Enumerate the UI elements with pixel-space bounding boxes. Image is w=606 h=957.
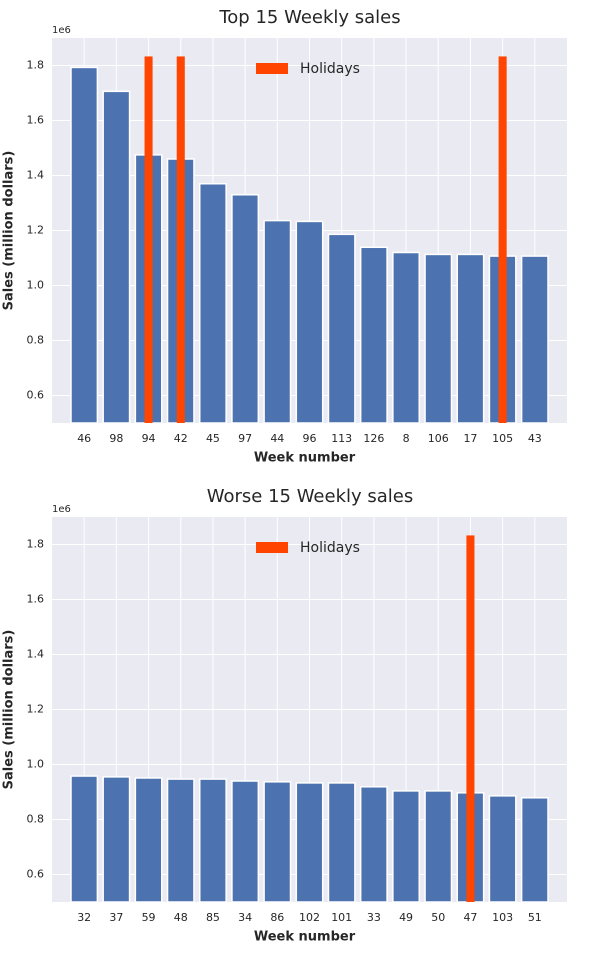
offset-label: 1e6 bbox=[52, 25, 71, 36]
bar bbox=[102, 776, 131, 903]
x-tick-label: 34 bbox=[238, 911, 252, 924]
x-tick-label: 51 bbox=[528, 911, 542, 924]
y-tick-label: 0.8 bbox=[27, 813, 45, 826]
bar bbox=[327, 233, 356, 424]
x-tick-label: 32 bbox=[77, 911, 91, 924]
x-tick-label: 97 bbox=[238, 432, 252, 445]
bar bbox=[263, 781, 292, 903]
y-axis-label: Sales (million dollars) bbox=[2, 151, 17, 311]
x-tick-label: 85 bbox=[206, 911, 220, 924]
x-tick-label: 48 bbox=[174, 911, 188, 924]
bar bbox=[466, 535, 475, 902]
bar bbox=[70, 66, 99, 424]
y-tick-label: 1.2 bbox=[27, 703, 45, 716]
bar bbox=[327, 782, 356, 903]
bar bbox=[392, 790, 421, 903]
legend-label: Holidays bbox=[300, 540, 360, 556]
bar bbox=[488, 795, 517, 903]
y-tick-label: 1.0 bbox=[27, 758, 45, 771]
bar bbox=[70, 775, 99, 903]
y-tick-label: 0.6 bbox=[27, 868, 45, 881]
bar bbox=[359, 786, 388, 903]
x-tick-label: 42 bbox=[174, 432, 188, 445]
x-tick-label: 106 bbox=[428, 432, 449, 445]
y-tick-label: 1.2 bbox=[27, 224, 45, 237]
y-tick-label: 1.4 bbox=[27, 648, 45, 661]
y-tick-label: 0.6 bbox=[27, 389, 45, 402]
bar bbox=[102, 90, 131, 424]
chart-title: Top 15 Weekly sales bbox=[218, 7, 400, 28]
y-tick-label: 0.8 bbox=[27, 334, 45, 347]
x-tick-label: 8 bbox=[403, 432, 410, 445]
bar bbox=[263, 219, 292, 424]
y-tick-label: 1.6 bbox=[27, 593, 45, 606]
offset-label: 1e6 bbox=[52, 504, 71, 515]
x-tick-label: 59 bbox=[142, 911, 156, 924]
y-tick-label: 1.6 bbox=[27, 114, 45, 127]
bar bbox=[520, 797, 549, 903]
bar bbox=[166, 778, 195, 903]
bar bbox=[424, 790, 453, 903]
x-tick-label: 44 bbox=[270, 432, 284, 445]
x-tick-label: 17 bbox=[463, 432, 477, 445]
x-axis-label: Week number bbox=[254, 451, 356, 466]
x-tick-label: 98 bbox=[109, 432, 123, 445]
y-tick-label: 1.4 bbox=[27, 169, 45, 182]
x-tick-label: 43 bbox=[528, 432, 542, 445]
x-tick-label: 101 bbox=[331, 911, 352, 924]
bar bbox=[456, 253, 485, 424]
x-tick-label: 113 bbox=[331, 432, 352, 445]
x-tick-label: 46 bbox=[77, 432, 91, 445]
y-tick-label: 1.8 bbox=[27, 59, 45, 72]
x-tick-label: 86 bbox=[270, 911, 284, 924]
chart-title: Worse 15 Weekly sales bbox=[207, 486, 414, 507]
x-axis-label: Week number bbox=[254, 930, 356, 945]
x-tick-label: 45 bbox=[206, 432, 220, 445]
x-tick-label: 37 bbox=[109, 911, 123, 924]
x-tick-label: 94 bbox=[142, 432, 156, 445]
bar bbox=[520, 255, 549, 424]
bar bbox=[231, 780, 260, 903]
legend-swatch bbox=[256, 63, 288, 74]
bar bbox=[498, 56, 507, 424]
x-tick-label: 50 bbox=[431, 911, 445, 924]
bar bbox=[424, 253, 453, 424]
x-tick-label: 49 bbox=[399, 911, 413, 924]
bar bbox=[198, 778, 227, 903]
bar bbox=[392, 251, 421, 424]
x-tick-label: 33 bbox=[367, 911, 381, 924]
bar bbox=[295, 220, 324, 424]
x-tick-label: 103 bbox=[492, 911, 513, 924]
y-tick-label: 1.0 bbox=[27, 279, 45, 292]
x-tick-label: 47 bbox=[463, 911, 477, 924]
y-tick-label: 1.8 bbox=[27, 538, 45, 551]
bar bbox=[359, 246, 388, 424]
legend-swatch bbox=[256, 542, 288, 553]
bar bbox=[176, 56, 185, 424]
y-axis-label: Sales (million dollars) bbox=[2, 630, 17, 790]
bar bbox=[144, 56, 153, 424]
legend-label: Holidays bbox=[300, 61, 360, 77]
bar bbox=[134, 777, 163, 903]
bar bbox=[295, 782, 324, 903]
x-tick-label: 105 bbox=[492, 432, 513, 445]
x-tick-label: 126 bbox=[363, 432, 384, 445]
bar bbox=[198, 183, 227, 424]
bar bbox=[231, 194, 260, 424]
x-tick-label: 102 bbox=[299, 911, 320, 924]
x-tick-label: 96 bbox=[303, 432, 317, 445]
